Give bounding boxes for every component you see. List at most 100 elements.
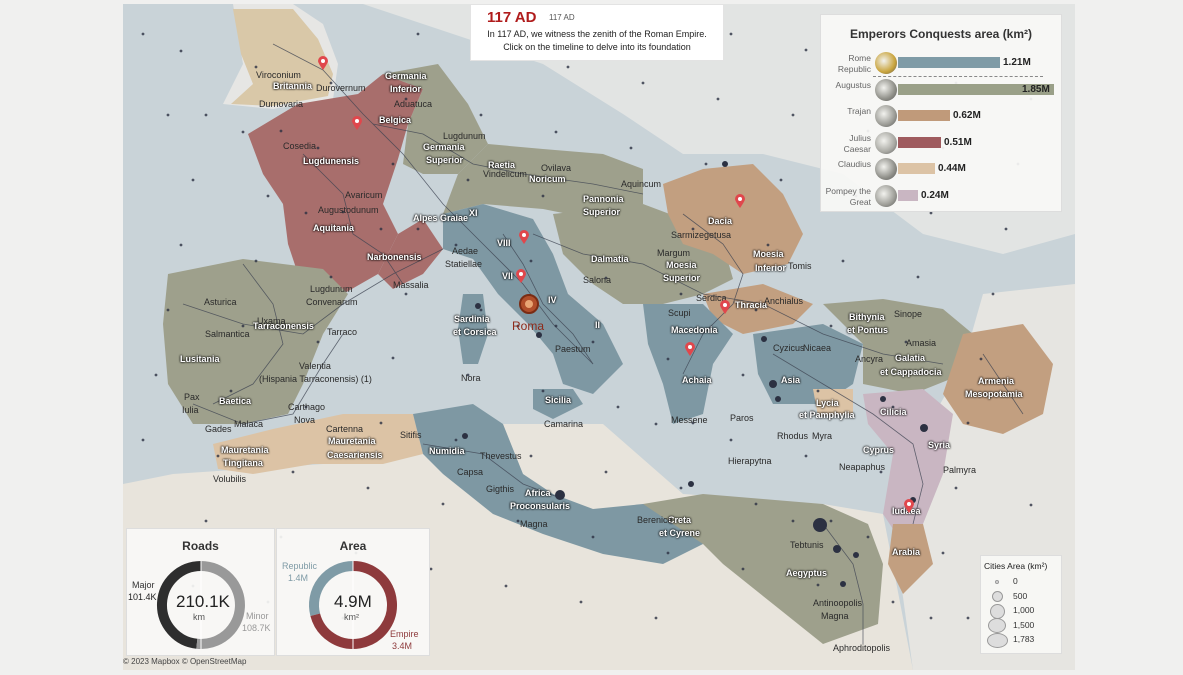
city-dot xyxy=(566,65,570,69)
conquests-divider xyxy=(873,76,1043,77)
location-pin-icon[interactable] xyxy=(720,300,730,314)
place-label: Moesia xyxy=(666,260,697,270)
conquest-row[interactable]: Trajan 0.62M xyxy=(821,104,1061,130)
city-dot xyxy=(779,178,783,182)
conquest-value: 0.62M xyxy=(953,110,981,121)
conquests-title: Emperors Conquests area (km²) xyxy=(849,27,1033,41)
place-label: Palmyra xyxy=(943,465,977,475)
place-label: Creta xyxy=(668,515,692,525)
city-dot xyxy=(166,308,170,312)
city-dot xyxy=(741,373,745,377)
city-dot xyxy=(769,380,777,388)
legend-item: 1,000 xyxy=(981,603,1061,619)
city-dot xyxy=(654,422,658,426)
place-label: et Corsica xyxy=(453,327,497,337)
city-dot xyxy=(316,146,320,150)
location-pin-icon[interactable] xyxy=(904,499,914,513)
place-label: Convenarum xyxy=(306,297,358,307)
location-pin-icon[interactable] xyxy=(318,56,328,70)
city-dot xyxy=(166,113,170,117)
place-label: Belgica xyxy=(379,115,412,125)
city-dot xyxy=(154,373,158,377)
city-dot xyxy=(679,486,683,490)
city-dot xyxy=(366,486,370,490)
conquest-bar[interactable] xyxy=(898,136,941,148)
city-dot xyxy=(479,113,483,117)
legend-item: 500 xyxy=(981,589,1061,603)
conquest-row[interactable]: Augustus 1.85M xyxy=(821,78,1061,104)
place-label: Alpes Graiae xyxy=(413,213,469,223)
area-donut[interactable] xyxy=(277,529,429,655)
year-small[interactable]: 117 AD xyxy=(549,13,575,22)
conquest-bar[interactable] xyxy=(898,189,918,201)
conquest-name: Trajan xyxy=(847,106,871,116)
conquest-bar[interactable] xyxy=(898,110,950,121)
location-pin-icon[interactable] xyxy=(352,116,362,130)
place-label: Sarmizegetusa xyxy=(671,230,732,240)
city-dot xyxy=(829,519,833,523)
city-dot xyxy=(941,551,945,555)
conquest-row[interactable]: Pompey the Great 0.24M xyxy=(821,184,1061,210)
place-label: Pannonia xyxy=(583,194,624,204)
legend-title: Cities Area (km²) xyxy=(984,561,1048,571)
location-pin-icon[interactable] xyxy=(519,230,529,244)
place-label: Neapaphus xyxy=(839,462,886,472)
place-label: Africa xyxy=(525,488,551,498)
legend-circle xyxy=(988,618,1006,633)
conquest-row[interactable]: Claudius 0.44M xyxy=(821,157,1061,183)
city-dot xyxy=(554,130,558,134)
location-pin-icon[interactable] xyxy=(516,269,526,283)
city-dot xyxy=(641,81,645,85)
conquest-row[interactable]: Rome Republic 1.21M xyxy=(821,51,1061,77)
city-dot xyxy=(629,146,633,150)
conquest-value: 0.24M xyxy=(921,189,949,201)
city-dot xyxy=(729,32,733,36)
place-label: Asia xyxy=(781,375,801,385)
city-dot xyxy=(316,340,320,344)
place-label: Valentia xyxy=(299,361,331,371)
conquest-bar[interactable] xyxy=(898,83,1054,95)
place-label: Armenia xyxy=(978,376,1015,386)
area-unit: km² xyxy=(344,612,359,622)
place-label: Magna xyxy=(821,611,849,621)
place-label: Paros xyxy=(730,413,754,423)
place-label: Volubilis xyxy=(213,474,247,484)
city-dot xyxy=(816,583,820,587)
city-dot xyxy=(766,243,770,247)
city-dot xyxy=(454,438,458,442)
place-label: Arabia xyxy=(892,547,921,557)
place-label: Cartenna xyxy=(326,424,364,434)
place-label: Capsa xyxy=(457,467,484,477)
conquest-row[interactable]: Julius Caesar 0.51M xyxy=(821,131,1061,157)
place-label: Nora xyxy=(461,373,481,383)
area-empire-value: 3.4M xyxy=(392,641,413,651)
conquest-bar[interactable] xyxy=(898,57,1000,68)
place-label: Antinoopolis xyxy=(813,598,863,608)
place-label: Aedae xyxy=(452,246,479,256)
place-label: Superior xyxy=(426,155,464,165)
location-pin-icon[interactable] xyxy=(735,194,745,208)
place-label: Cyzicus xyxy=(773,343,805,353)
city-dot xyxy=(761,336,767,342)
place-label: Tarraconensis xyxy=(253,321,314,331)
coin-icon xyxy=(875,52,897,74)
city-dot xyxy=(722,161,728,167)
legend-circle xyxy=(989,603,1005,619)
city-dot xyxy=(416,227,420,231)
city-dot xyxy=(616,405,620,409)
roads-donut[interactable] xyxy=(127,529,274,655)
city-dot xyxy=(404,292,408,296)
roads-major-value: 101.4K xyxy=(128,592,157,602)
province-africa xyxy=(413,404,703,564)
city-dot xyxy=(929,211,933,215)
area-republic-value: 1.4M xyxy=(288,573,309,583)
place-label: Myra xyxy=(812,431,832,441)
conquest-bar[interactable] xyxy=(898,163,935,174)
city-dot xyxy=(880,396,886,402)
header-line-2: Click on the timeline to delve into its … xyxy=(503,42,691,52)
map-credit[interactable]: © 2023 Mapbox © OpenStreetMap xyxy=(123,657,247,666)
city-dot xyxy=(591,340,595,344)
location-pin-icon[interactable] xyxy=(685,342,695,356)
city-dot xyxy=(654,616,658,620)
place-label: Salona xyxy=(583,275,612,285)
